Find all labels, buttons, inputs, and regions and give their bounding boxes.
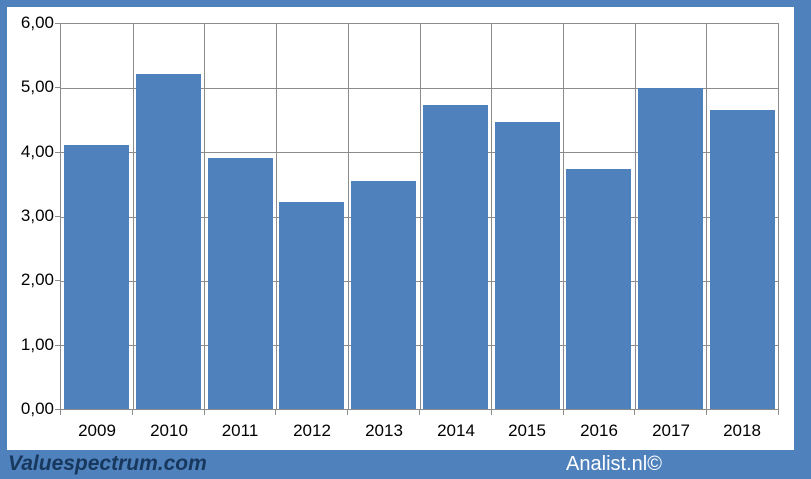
footer-bar: Valuespectrum.com Analist.nl© <box>0 450 811 479</box>
plot-area <box>60 23 779 410</box>
y-tick-label: 4,00 <box>20 142 54 161</box>
brand-watermark: Valuespectrum.com <box>8 452 207 475</box>
bar-2014 <box>423 105 488 409</box>
y-tick-mark <box>55 280 60 281</box>
x-tick-label-2018: 2018 <box>723 421 761 440</box>
gridline-horizontal <box>61 152 778 153</box>
gridline-vertical <box>420 24 421 409</box>
x-tick-label-2017: 2017 <box>652 421 690 440</box>
gridline-vertical <box>563 24 564 409</box>
bar-2015 <box>495 122 560 409</box>
x-tick-label-2015: 2015 <box>508 421 546 440</box>
y-tick-label: 2,00 <box>20 270 54 289</box>
x-tick-label-2012: 2012 <box>293 421 331 440</box>
x-tick-mark <box>563 410 564 415</box>
x-tick-label-2011: 2011 <box>221 421 259 440</box>
y-tick-mark <box>55 152 60 153</box>
bar-2017 <box>638 88 703 409</box>
gridline-vertical <box>491 24 492 409</box>
x-tick-mark <box>132 410 133 415</box>
y-tick-mark <box>55 87 60 88</box>
x-tick-label-2013: 2013 <box>365 421 403 440</box>
x-tick-label-2010: 2010 <box>150 421 188 440</box>
bar-2009 <box>64 145 129 409</box>
x-tick-mark <box>419 410 420 415</box>
bar-2013 <box>351 181 416 409</box>
credit-watermark: Analist.nl© <box>566 453 662 475</box>
bar-2010 <box>136 74 201 409</box>
bar-2012 <box>279 202 344 409</box>
y-tick-label: 3,00 <box>20 206 54 225</box>
x-tick-mark <box>347 410 348 415</box>
x-tick-mark <box>634 410 635 415</box>
y-tick-label: 6,00 <box>20 13 54 32</box>
x-tick-label-2014: 2014 <box>437 421 475 440</box>
gridline-horizontal <box>61 217 778 218</box>
x-tick-label-2009: 2009 <box>78 421 116 440</box>
y-tick-label: 0,00 <box>20 399 54 418</box>
x-tick-mark <box>491 410 492 415</box>
x-tick-mark <box>60 410 61 415</box>
y-tick-mark <box>55 345 60 346</box>
bar-2011 <box>208 158 273 409</box>
x-tick-label-2016: 2016 <box>580 421 618 440</box>
gridline-horizontal <box>61 345 778 346</box>
gridline-vertical <box>276 24 277 409</box>
gridline-horizontal <box>61 88 778 89</box>
bar-2016 <box>566 169 631 409</box>
x-tick-mark <box>778 410 779 415</box>
gridline-vertical <box>348 24 349 409</box>
x-tick-mark <box>204 410 205 415</box>
gridline-vertical <box>706 24 707 409</box>
y-tick-mark <box>55 216 60 217</box>
bar-2018 <box>710 110 775 409</box>
gridline-horizontal <box>61 281 778 282</box>
gridline-vertical <box>635 24 636 409</box>
y-tick-mark <box>55 23 60 24</box>
y-tick-label: 5,00 <box>20 77 54 96</box>
y-tick-mark <box>55 409 60 410</box>
y-tick-label: 1,00 <box>20 335 54 354</box>
x-tick-mark <box>706 410 707 415</box>
gridline-vertical <box>204 24 205 409</box>
gridline-vertical <box>133 24 134 409</box>
x-tick-mark <box>275 410 276 415</box>
chart-panel: 0,00 1,00 2,00 3,00 4,00 5,00 6,00 2009 2010 201… <box>7 7 794 450</box>
